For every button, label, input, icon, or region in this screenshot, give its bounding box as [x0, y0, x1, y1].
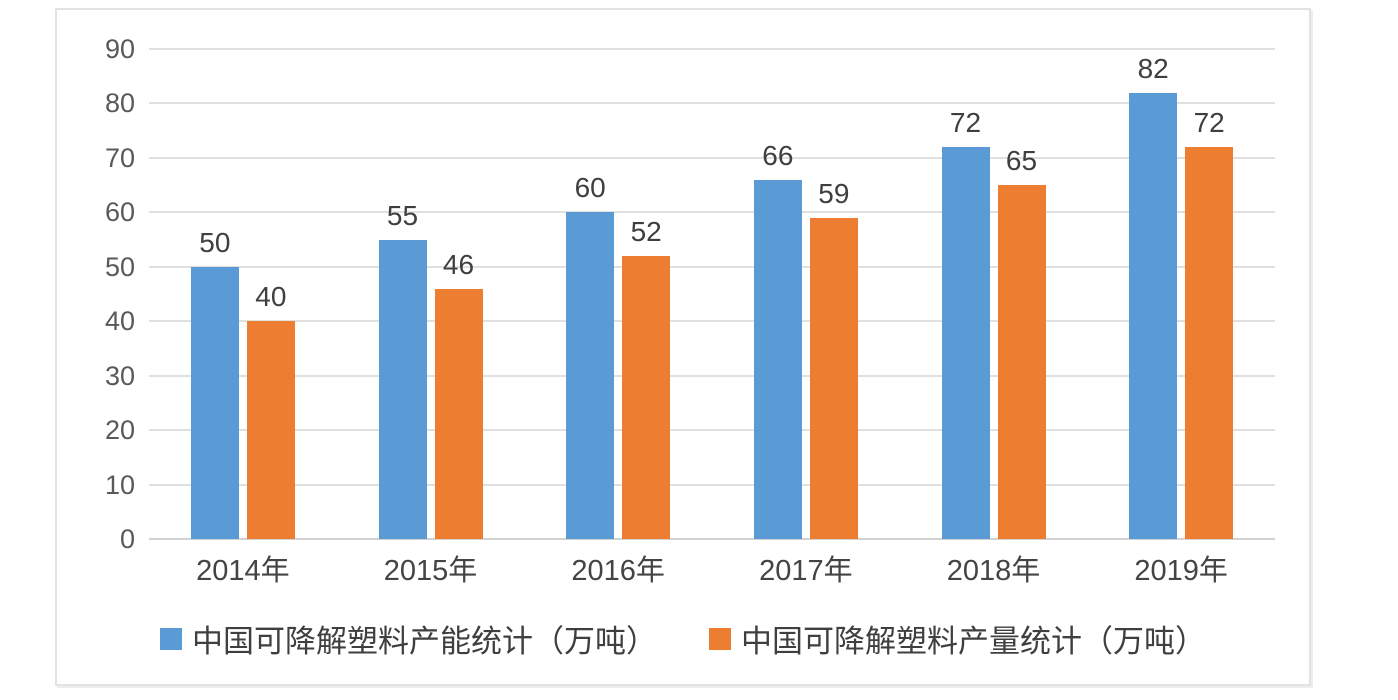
chart-panel: 50 40 55 46 60 52 66 59 72 65 82 72 0 10 20 30 40 50 60 70…: [55, 8, 1311, 686]
bar-series2-2018年: [997, 185, 1046, 539]
y-tick-label: 60: [104, 197, 135, 228]
legend-label: 中国可降解塑料产能统计（万吨）: [192, 624, 657, 659]
y-tick-label: 20: [104, 415, 135, 446]
gridline: [149, 265, 1275, 268]
y-tick-label: 70: [104, 142, 135, 173]
data-label: 82: [1137, 52, 1169, 84]
x-tick-label: 2016年: [571, 555, 665, 587]
plot-area: 50 40 55 46 60 52 66 59 72 65 82 72: [149, 48, 1275, 540]
x-tick-label: 2019年: [1134, 555, 1228, 587]
y-tick-label: 40: [104, 306, 135, 337]
x-tick-label: 2018年: [946, 555, 1041, 587]
bar-series1-2017年: [753, 179, 802, 539]
data-label: 50: [199, 226, 231, 258]
legend-swatch-icon: [160, 627, 182, 650]
gridline: [149, 102, 1275, 105]
data-label: 72: [949, 107, 982, 138]
gridline: [149, 320, 1275, 323]
data-label: 66: [762, 139, 794, 171]
data-label: 59: [818, 177, 850, 209]
gridline: [149, 483, 1275, 486]
data-label: 52: [630, 215, 662, 247]
bar-series1-2019年: [1129, 92, 1178, 539]
data-label: 60: [574, 172, 606, 204]
x-tick-label: 2017年: [759, 555, 853, 587]
y-tick-label: 90: [104, 34, 135, 64]
legend-swatch-icon: [709, 627, 731, 650]
data-label: 55: [386, 199, 419, 231]
y-tick-label: 50: [104, 251, 135, 282]
gridline: [149, 48, 1275, 50]
x-tick-label: 2015年: [383, 555, 478, 587]
bar-series1-2014年: [190, 266, 239, 539]
y-tick-label: 10: [104, 469, 135, 500]
bar-series1-2016年: [566, 212, 615, 539]
y-tick-label: 80: [104, 88, 135, 119]
x-tick-label: 2014年: [196, 555, 290, 587]
x-axis-line: [149, 538, 1275, 540]
gridline: [149, 429, 1275, 432]
gridline: [149, 374, 1275, 377]
legend: 中国可降解塑料产能统计（万吨） 中国可降解塑料产量统计（万吨）: [57, 616, 1309, 661]
bar-series2-2014年: [246, 321, 295, 539]
data-label: 40: [255, 281, 287, 313]
data-label: 72: [1193, 107, 1225, 138]
bar-series2-2016年: [622, 255, 671, 539]
data-label: 65: [1005, 145, 1038, 177]
bar-series2-2019年: [1185, 147, 1234, 539]
bar-series2-2017年: [809, 217, 858, 539]
legend-item-series2: 中国可降解塑料产量统计（万吨）: [709, 616, 1206, 661]
data-label: 46: [442, 248, 475, 280]
bar-series1-2015年: [378, 239, 427, 539]
bar-series1-2018年: [941, 147, 990, 539]
legend-label: 中国可降解塑料产量统计（万吨）: [741, 624, 1206, 659]
bar-series2-2015年: [434, 288, 483, 539]
y-tick-label: 0: [119, 524, 135, 554]
legend-item-series1: 中国可降解塑料产能统计（万吨）: [160, 616, 657, 661]
gridline: [149, 156, 1275, 159]
y-tick-label: 30: [104, 360, 135, 391]
gridline: [149, 211, 1275, 214]
